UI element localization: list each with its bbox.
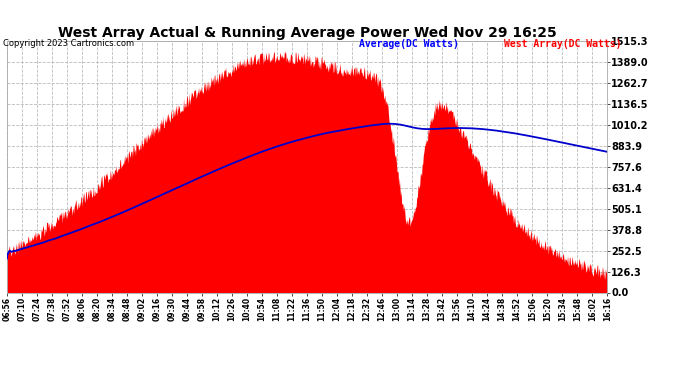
Text: Copyright 2023 Cartronics.com: Copyright 2023 Cartronics.com (3, 39, 135, 48)
Title: West Array Actual & Running Average Power Wed Nov 29 16:25: West Array Actual & Running Average Powe… (58, 26, 556, 40)
Text: Average(DC Watts): Average(DC Watts) (359, 39, 459, 50)
Text: West Array(DC Watts): West Array(DC Watts) (504, 39, 621, 50)
